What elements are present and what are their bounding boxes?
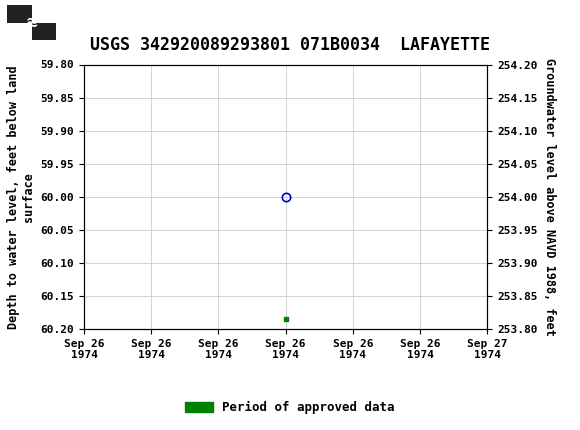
Legend: Period of approved data: Period of approved data — [180, 396, 400, 419]
Text: ≋: ≋ — [26, 15, 38, 30]
Text: USGS: USGS — [63, 12, 127, 33]
Y-axis label: Groundwater level above NAVD 1988, feet: Groundwater level above NAVD 1988, feet — [543, 58, 556, 336]
Text: USGS 342920089293801 071B0034  LAFAYETTE: USGS 342920089293801 071B0034 LAFAYETTE — [90, 36, 490, 54]
FancyBboxPatch shape — [7, 6, 56, 40]
Bar — [7, 6, 32, 22]
Bar — [32, 22, 56, 40]
Y-axis label: Depth to water level, feet below land
surface: Depth to water level, feet below land su… — [7, 65, 35, 329]
